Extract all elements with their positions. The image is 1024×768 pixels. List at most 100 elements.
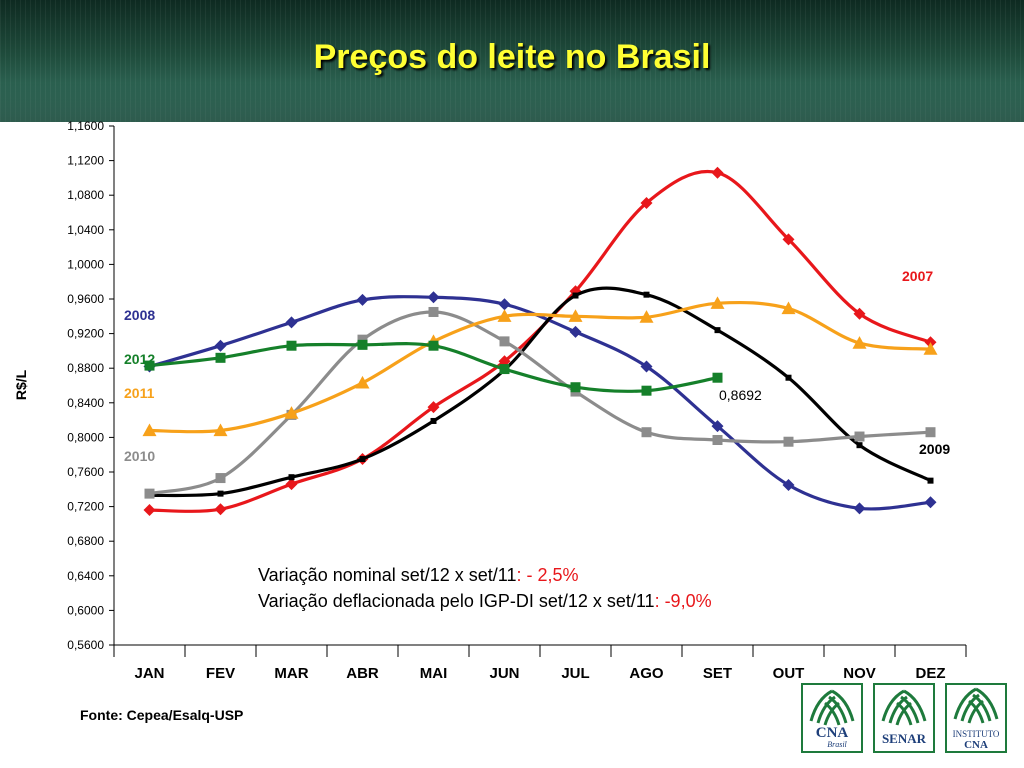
svg-text:Brasil: Brasil bbox=[827, 740, 847, 749]
series-2011 bbox=[142, 296, 938, 437]
point-2009-set bbox=[714, 327, 721, 334]
point-2008-mar bbox=[285, 316, 298, 329]
series-label-2010: 2010 bbox=[124, 448, 155, 464]
point-2009-nov bbox=[856, 442, 863, 449]
header-texture bbox=[0, 0, 1024, 122]
point-2010-out bbox=[783, 436, 794, 447]
point-2010-set bbox=[712, 434, 723, 445]
point-2011-jun bbox=[497, 309, 512, 322]
svg-text:INSTITUTO: INSTITUTO bbox=[953, 729, 1000, 739]
x-tick-label: AGO bbox=[629, 665, 664, 682]
x-tick-label: JUN bbox=[489, 665, 519, 682]
point-2008-mai bbox=[427, 291, 440, 304]
instituto-wheat-logo-icon bbox=[953, 687, 999, 724]
point-2012-mai bbox=[428, 340, 439, 351]
point-2010-dez bbox=[925, 427, 936, 438]
instituto-cna-logo: INSTITUTO CNA bbox=[945, 683, 1007, 753]
point-2007-set bbox=[711, 166, 724, 179]
x-tick-label: OUT bbox=[773, 665, 805, 682]
series-line-2007 bbox=[149, 169, 932, 513]
point-2009-abr bbox=[359, 456, 366, 463]
x-tick-label: MAI bbox=[420, 665, 448, 682]
x-tick-label: NOV bbox=[843, 665, 876, 682]
point-2008-nov bbox=[853, 502, 866, 515]
series-2008 bbox=[143, 291, 937, 515]
y-tick-label: 0,8400 bbox=[67, 396, 104, 410]
point-2007-nov bbox=[853, 307, 866, 320]
point-2007-mai bbox=[427, 401, 440, 414]
point-2009-dez bbox=[927, 477, 934, 484]
point-2009-fev bbox=[217, 490, 224, 497]
point-2008-set bbox=[711, 420, 724, 433]
y-tick-label: 0,6800 bbox=[67, 534, 104, 548]
series-label-2007: 2007 bbox=[902, 268, 933, 284]
chart-axes: 0,5600 0,6000 0,6400 0,6800 0,7200 0,7600 0,80… bbox=[13, 119, 967, 682]
series-line-2012 bbox=[149, 342, 718, 393]
point-2011-fev bbox=[213, 423, 228, 437]
y-tick-label: 0,6000 bbox=[67, 603, 104, 617]
series-2010 bbox=[144, 306, 936, 499]
point-2012-set bbox=[712, 372, 723, 383]
point-2009-ago bbox=[643, 291, 650, 298]
nominal-variation-label: Variação nominal set/12 x set/11 bbox=[258, 565, 516, 585]
nominal-variation-note: Variação nominal set/12 x set/11: - 2,5% bbox=[258, 565, 579, 585]
x-tick-label: MAR bbox=[274, 665, 308, 682]
y-tick-label: 1,0800 bbox=[67, 188, 104, 202]
y-tick-label: 0,7600 bbox=[67, 465, 104, 479]
y-tick-label: 0,5600 bbox=[67, 638, 104, 652]
series-label-2012: 2012 bbox=[124, 351, 155, 367]
point-2008-out bbox=[782, 478, 795, 491]
y-axis-label: R$/L bbox=[13, 369, 29, 400]
y-tick-label: 0,8800 bbox=[67, 361, 104, 375]
senar-wheat-logo-icon bbox=[881, 689, 927, 726]
y-tick-label: 0,8000 bbox=[67, 430, 104, 444]
series-2012 bbox=[144, 339, 723, 396]
point-2011-abr bbox=[355, 375, 370, 389]
point-2011-mar bbox=[284, 406, 299, 419]
x-tick-label: JUL bbox=[561, 665, 589, 682]
slide-header: Preços do leite no Brasil bbox=[0, 0, 1024, 122]
deflated-variation-value: : -9,0% bbox=[655, 591, 712, 611]
point-2011-jan bbox=[142, 423, 157, 437]
point-2010-ago bbox=[641, 427, 652, 438]
point-2011-out bbox=[781, 301, 796, 315]
point-2012-fev bbox=[215, 352, 226, 363]
point-2008-jul bbox=[569, 325, 582, 338]
point-2008-ago bbox=[640, 360, 653, 373]
point-2007-fev bbox=[214, 503, 227, 516]
point-2012-mar bbox=[286, 340, 297, 351]
data-label-2012-set: 0,8692 bbox=[719, 387, 762, 403]
point-2012-ago bbox=[641, 385, 652, 396]
y-tick-label: 0,9200 bbox=[67, 327, 104, 341]
x-tick-label: JAN bbox=[134, 665, 164, 682]
point-2007-out bbox=[782, 233, 795, 246]
source-note: Fonte: Cepea/Esalq-USP bbox=[80, 707, 244, 723]
series-2007 bbox=[143, 166, 937, 517]
x-tick-label: DEZ bbox=[916, 665, 946, 682]
point-2012-abr bbox=[357, 339, 368, 350]
series-label-2008: 2008 bbox=[124, 307, 155, 323]
svg-text:CNA: CNA bbox=[816, 725, 849, 741]
y-tick-label: 1,1600 bbox=[67, 119, 104, 133]
point-2010-mai bbox=[428, 306, 439, 317]
point-2009-jul bbox=[572, 292, 579, 299]
slide-title: Preços do leite no Brasil bbox=[313, 38, 711, 76]
point-2008-jun bbox=[498, 298, 511, 311]
cna-wheat-logo-icon bbox=[809, 689, 855, 726]
chart-series bbox=[142, 166, 938, 517]
x-tick-label: ABR bbox=[346, 665, 379, 682]
y-tick-label: 1,0000 bbox=[67, 257, 104, 271]
series-line-2011 bbox=[149, 300, 931, 434]
y-tick-label: 1,1200 bbox=[67, 154, 104, 168]
point-2008-abr bbox=[356, 293, 369, 306]
y-tick-label: 0,7200 bbox=[67, 500, 104, 514]
point-2010-fev bbox=[215, 473, 226, 484]
point-2007-mar bbox=[285, 478, 298, 491]
y-tick-label: 0,6400 bbox=[67, 569, 104, 583]
senar-logo: SENAR bbox=[873, 683, 935, 753]
x-tick-label: SET bbox=[703, 665, 732, 682]
point-2011-set bbox=[710, 296, 725, 309]
point-2007-jan bbox=[143, 504, 156, 517]
point-2010-jun bbox=[499, 336, 510, 347]
